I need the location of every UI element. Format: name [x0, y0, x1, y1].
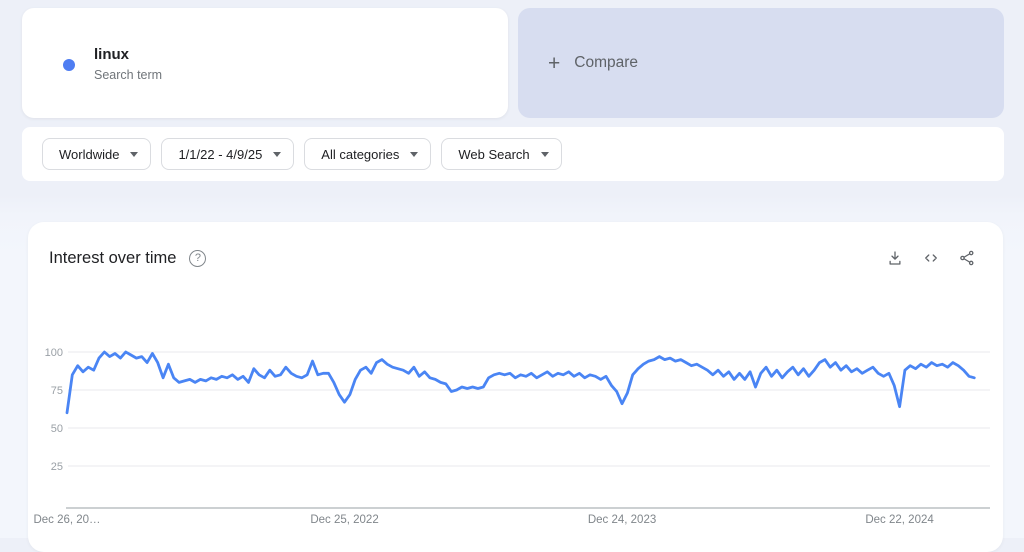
region-filter-dropdown[interactable]: Worldwide — [42, 138, 152, 170]
search-term-subtitle: Search term — [94, 68, 163, 82]
category-filter-label: All categories — [321, 146, 400, 162]
svg-text:Dec 24, 2023: Dec 24, 2023 — [588, 514, 656, 526]
embed-button[interactable] — [922, 249, 940, 267]
help-icon[interactable]: ? — [189, 250, 207, 267]
chart-title: Interest over time — [49, 249, 177, 267]
compare-label: Compare — [574, 54, 639, 71]
add-comparison-card[interactable]: + Compare — [518, 8, 1004, 118]
interest-over-time-chart: 25 50 75 100 Dec 26, 20… Dec 25, 2022 Dec 24, … — [33, 347, 990, 526]
chevron-down-icon — [130, 152, 139, 157]
date-range-filter-label: 1/1/22 - 4/9/25 — [178, 146, 263, 162]
svg-text:75: 75 — [51, 385, 63, 397]
search-term-label: linux — [94, 46, 130, 63]
filter-bar: Worldwide 1/1/22 - 4/9/25 All categories… — [22, 127, 1004, 181]
svg-text:50: 50 — [51, 423, 63, 435]
search-type-filter-dropdown[interactable]: Web Search — [441, 138, 562, 170]
series-color-dot — [63, 59, 75, 71]
search-type-filter-label: Web Search — [458, 146, 530, 162]
share-button[interactable] — [958, 249, 976, 267]
interest-over-time-card: Interest over time ? 25 50 75 100 Dec 26, 20… — [28, 222, 1003, 552]
category-filter-dropdown[interactable]: All categories — [304, 138, 432, 170]
svg-text:Dec 25, 2022: Dec 25, 2022 — [310, 514, 378, 526]
region-filter-label: Worldwide — [59, 146, 120, 162]
date-range-filter-dropdown[interactable]: 1/1/22 - 4/9/25 — [161, 138, 295, 170]
svg-text:25: 25 — [51, 461, 63, 473]
svg-text:100: 100 — [45, 347, 63, 359]
svg-text:Dec 26, 20…: Dec 26, 20… — [33, 514, 100, 526]
svg-text:Dec 22, 2024: Dec 22, 2024 — [865, 514, 934, 526]
plus-icon: + — [548, 51, 561, 75]
chevron-down-icon — [410, 152, 419, 157]
search-term-text: linux Search term — [94, 46, 162, 82]
chevron-down-icon — [273, 152, 282, 157]
download-icon — [889, 251, 901, 265]
search-term-card[interactable]: linux Search term — [22, 8, 508, 118]
embed-code-icon — [925, 254, 937, 262]
download-button[interactable] — [886, 249, 904, 267]
chart-actions — [886, 249, 976, 267]
chevron-down-icon — [540, 152, 549, 157]
share-icon — [960, 250, 974, 266]
